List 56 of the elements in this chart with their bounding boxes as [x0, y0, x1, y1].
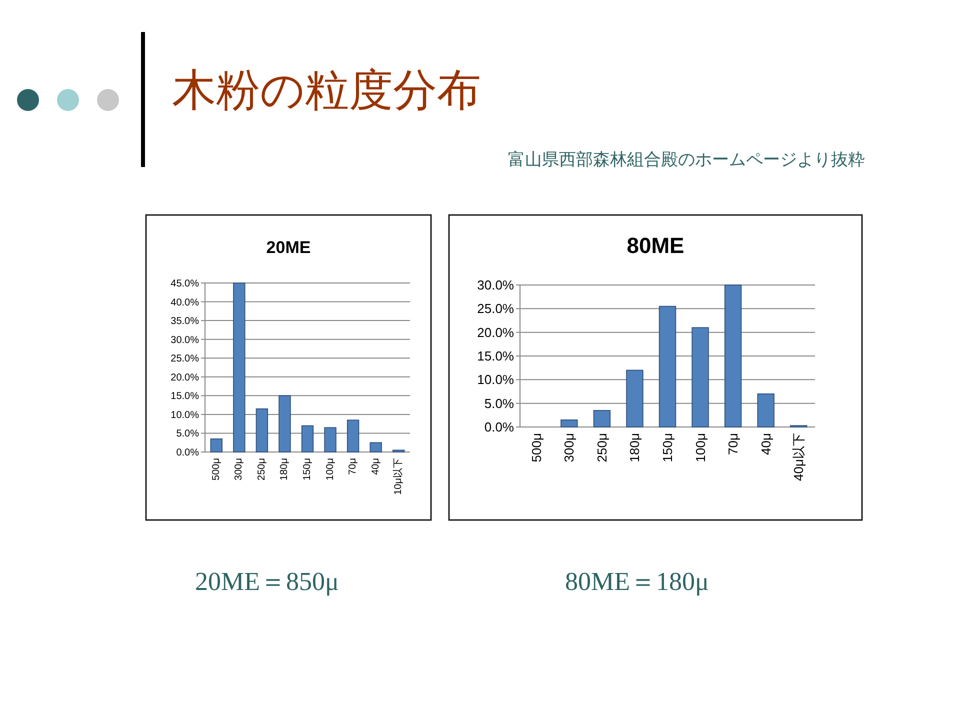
- y-tick-label: 20.0%: [477, 324, 514, 340]
- bar: [757, 393, 774, 428]
- bar: [692, 327, 709, 428]
- x-tick-label: 300μ: [562, 433, 577, 462]
- y-tick-label: 15.0%: [477, 348, 514, 364]
- x-tick-label: 150μ: [660, 433, 675, 462]
- x-tick-label: 40μ: [370, 458, 382, 475]
- y-tick-label: 25.0%: [477, 301, 514, 316]
- y-tick-label: 35.0%: [170, 316, 200, 328]
- bar: [658, 306, 676, 428]
- chart-title: 80ME: [626, 233, 684, 258]
- bar: [256, 408, 268, 452]
- y-tick-label: 30.0%: [477, 278, 514, 293]
- x-tick-label: 100μ: [324, 458, 336, 480]
- x-tick-label: 40μ以下: [791, 433, 806, 481]
- x-tick-label: 150μ: [302, 458, 313, 480]
- bar: [301, 425, 314, 452]
- x-tick-label: 70μ: [348, 458, 359, 475]
- bar: [233, 282, 246, 452]
- bar: [593, 410, 611, 428]
- x-tick-label: 70μ: [726, 433, 741, 455]
- bar: [278, 395, 291, 452]
- bar: [724, 284, 742, 428]
- bar: [210, 438, 222, 452]
- text: 80ME＝180μ: [565, 567, 709, 596]
- text: 20ME＝850μ: [195, 567, 339, 596]
- y-tick-label: 20.0%: [170, 372, 200, 384]
- y-tick-label: 5.0%: [484, 396, 514, 411]
- x-tick-label: 180μ: [627, 433, 642, 462]
- y-tick-label: 40.0%: [170, 297, 200, 308]
- x-tick-label: 500μ: [210, 458, 222, 480]
- text: 富山県西部森林組合殿のホームページより抜粋: [508, 150, 865, 170]
- y-tick-label: 10.0%: [170, 410, 200, 421]
- y-tick-label: 45.0%: [170, 278, 200, 290]
- bar: [626, 370, 644, 428]
- text: 木粉の粒度分布: [172, 65, 481, 116]
- y-tick-label: 30.0%: [170, 334, 200, 346]
- x-tick-label: 250μ: [594, 433, 610, 462]
- y-tick-label: 10.0%: [477, 372, 514, 388]
- bar: [370, 442, 382, 452]
- x-tick-label: 250μ: [256, 458, 268, 480]
- x-tick-label: 100μ: [692, 433, 708, 462]
- bar: [560, 420, 578, 428]
- bar: [346, 420, 360, 452]
- x-tick-label: 10μ以下: [392, 458, 404, 495]
- y-tick-label: 0.0%: [484, 420, 514, 435]
- y-tick-label: 5.0%: [176, 428, 200, 440]
- x-tick-label: 180μ: [279, 458, 290, 480]
- chart-title: 20ME: [266, 238, 311, 257]
- y-tick-label: 25.0%: [170, 354, 200, 365]
- y-tick-label: 15.0%: [170, 391, 200, 402]
- x-tick-label: 500μ: [528, 433, 544, 462]
- x-tick-label: 40μ: [758, 433, 774, 455]
- y-tick-label: 0.0%: [176, 448, 200, 458]
- x-tick-label: 300μ: [234, 458, 245, 480]
- bar: [324, 427, 336, 452]
